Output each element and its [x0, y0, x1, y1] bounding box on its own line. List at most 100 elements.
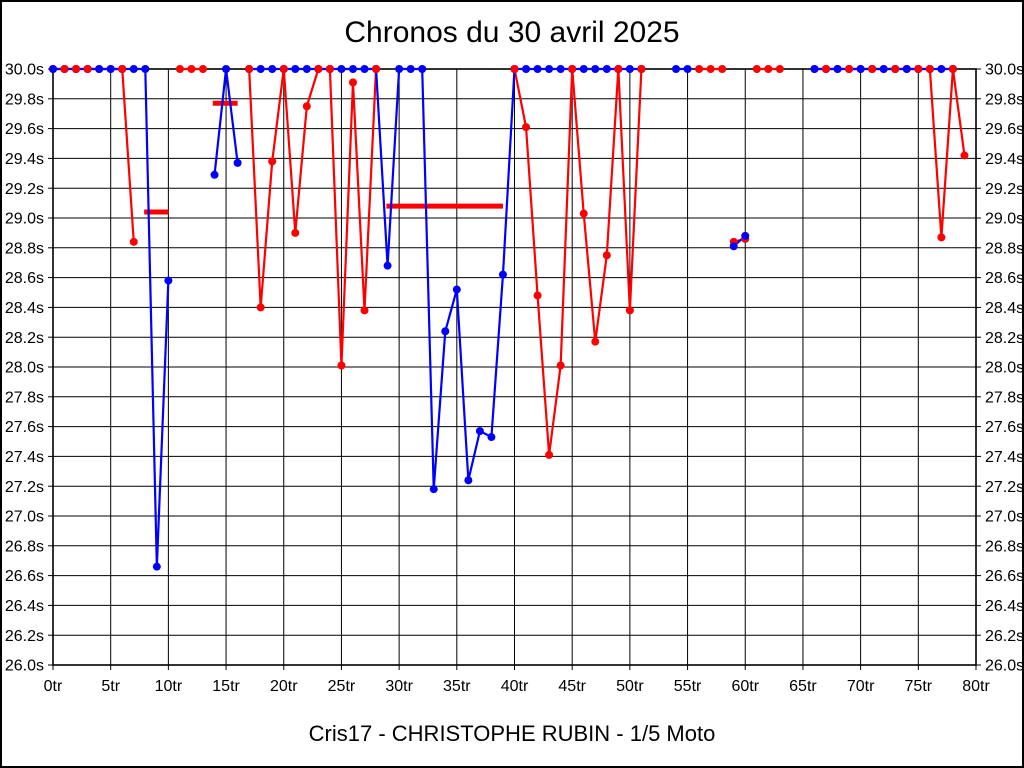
y-tick-label: 27.4s [985, 449, 1024, 466]
series-red-top-point [72, 65, 81, 73]
x-tick-label: 35tr [443, 678, 471, 695]
series-blue-point [429, 485, 438, 494]
x-tick-label: 40tr [501, 678, 529, 695]
x-tick-label: 10tr [155, 678, 183, 695]
series-red-top-point [925, 65, 934, 73]
series-blue-point [291, 65, 300, 73]
series-red-point [129, 237, 138, 246]
series-red-point [545, 450, 554, 459]
series-red-point [291, 228, 300, 237]
series-red-top-point [510, 65, 519, 73]
series-blue-point [591, 65, 600, 73]
y-tick-label: 29.2s [5, 181, 44, 198]
series-red-top-point [914, 65, 923, 73]
x-tick-label: 75tr [905, 678, 933, 695]
series-red-point [256, 303, 265, 312]
series-red-top-point [314, 65, 323, 73]
series-red-top-point [614, 65, 623, 73]
y-tick-label: 27.4s [5, 449, 44, 466]
series-blue-point [683, 65, 692, 73]
y-tick-label: 27.0s [5, 509, 44, 526]
series-blue-point [833, 65, 842, 73]
y-tick-label: 28.4s [5, 300, 44, 317]
series-blue-line [53, 67, 953, 568]
y-tick-label: 26.2s [5, 628, 44, 645]
y-tick-label: 28.0s [985, 360, 1024, 377]
series-red-markers [49, 65, 969, 459]
series-blue-point [602, 65, 611, 73]
y-tick-label: 26.6s [985, 568, 1024, 585]
series-red-point [268, 157, 277, 166]
y-tick-label: 27.0s [985, 509, 1024, 526]
series-blue-point [498, 270, 507, 279]
series-blue-point [545, 65, 554, 73]
series-red-point [752, 65, 761, 73]
series-blue-point [487, 433, 496, 442]
y-tick-label: 27.2s [5, 479, 44, 496]
series-blue-point [348, 65, 357, 73]
series-red-top-point [118, 65, 127, 73]
y-tick-label: 29.8s [5, 91, 44, 108]
y-tick-label: 29.0s [985, 211, 1024, 228]
series-red-point [775, 65, 784, 73]
series-red-point [960, 151, 969, 160]
chart-subtitle: Cris17 - CHRISTOPHE RUBIN - 1/5 Moto [308, 721, 716, 746]
average-bars [144, 100, 503, 215]
series-blue-point [464, 476, 473, 485]
series-blue-point [210, 170, 219, 179]
series-blue-point [475, 427, 484, 436]
series-red-point [556, 361, 565, 370]
series-blue-point [579, 65, 588, 73]
series-blue-point [395, 65, 404, 73]
x-tick-label: 20tr [270, 678, 298, 695]
y-axis-labels-left: 30.0s 29.8s 29.6s 29.4s 29.2s 29.0s 28.8s 28.6s… [5, 62, 44, 675]
y-tick-label: 28.8s [5, 240, 44, 257]
series-red-top-markers [60, 65, 957, 73]
y-tick-label: 27.6s [5, 419, 44, 436]
y-tick-label: 28.6s [985, 270, 1024, 287]
series-red-point [579, 209, 588, 218]
series-red-point [625, 306, 634, 315]
series-blue-point [268, 65, 277, 73]
y-tick-label: 27.8s [5, 389, 44, 406]
series-blue-point [256, 65, 265, 73]
y-tick-label: 26.4s [5, 598, 44, 615]
y-tick-label: 27.2s [985, 479, 1024, 496]
y-tick-label: 28.8s [985, 240, 1024, 257]
x-tick-label: 50tr [616, 678, 644, 695]
y-tick-label: 29.0s [5, 211, 44, 228]
series-red-top-point [325, 65, 334, 73]
series-red-top-point [568, 65, 577, 73]
series-blue-point [49, 65, 57, 73]
series-red-top-point [891, 65, 900, 73]
series-red-top-point [868, 65, 877, 73]
x-tick-label: 65tr [789, 678, 817, 695]
series-red-top-point [372, 65, 381, 73]
x-tick-label: 25tr [328, 678, 356, 695]
y-tick-label: 26.2s [985, 628, 1024, 645]
y-tick-label: 27.8s [985, 389, 1024, 406]
x-tick-label: 60tr [731, 678, 759, 695]
chart-title: Chronos du 30 avril 2025 [344, 16, 680, 49]
series-red-top-point [845, 65, 854, 73]
y-tick-label: 27.6s [985, 419, 1024, 436]
series-blue-point [418, 65, 427, 73]
series-blue-point [106, 65, 115, 73]
series-blue-point [729, 242, 738, 251]
series-red-top-point [822, 65, 831, 73]
series-red-point [937, 233, 946, 242]
series-blue-point [810, 65, 819, 73]
y-tick-label: 26.0s [985, 658, 1024, 675]
series-red-top-point [245, 65, 254, 73]
x-tick-label: 80tr [962, 678, 990, 695]
series-blue-point [383, 261, 392, 270]
y-tick-label: 26.8s [985, 538, 1024, 555]
series-blue-point [902, 65, 911, 73]
y-axis-labels-right: 30.0s 29.8s 29.6s 29.4s 29.2s 29.0s 28.8s 28.6s… [985, 62, 1024, 675]
series-red-point [337, 361, 346, 370]
series-blue-point [95, 65, 104, 73]
x-axis-labels: 0tr 5tr 10tr 15tr 20tr 25tr 30tr 35tr 40tr 45tr 50… [44, 678, 991, 695]
y-tick-label: 28.4s [985, 300, 1024, 317]
series-red-point [198, 65, 207, 73]
